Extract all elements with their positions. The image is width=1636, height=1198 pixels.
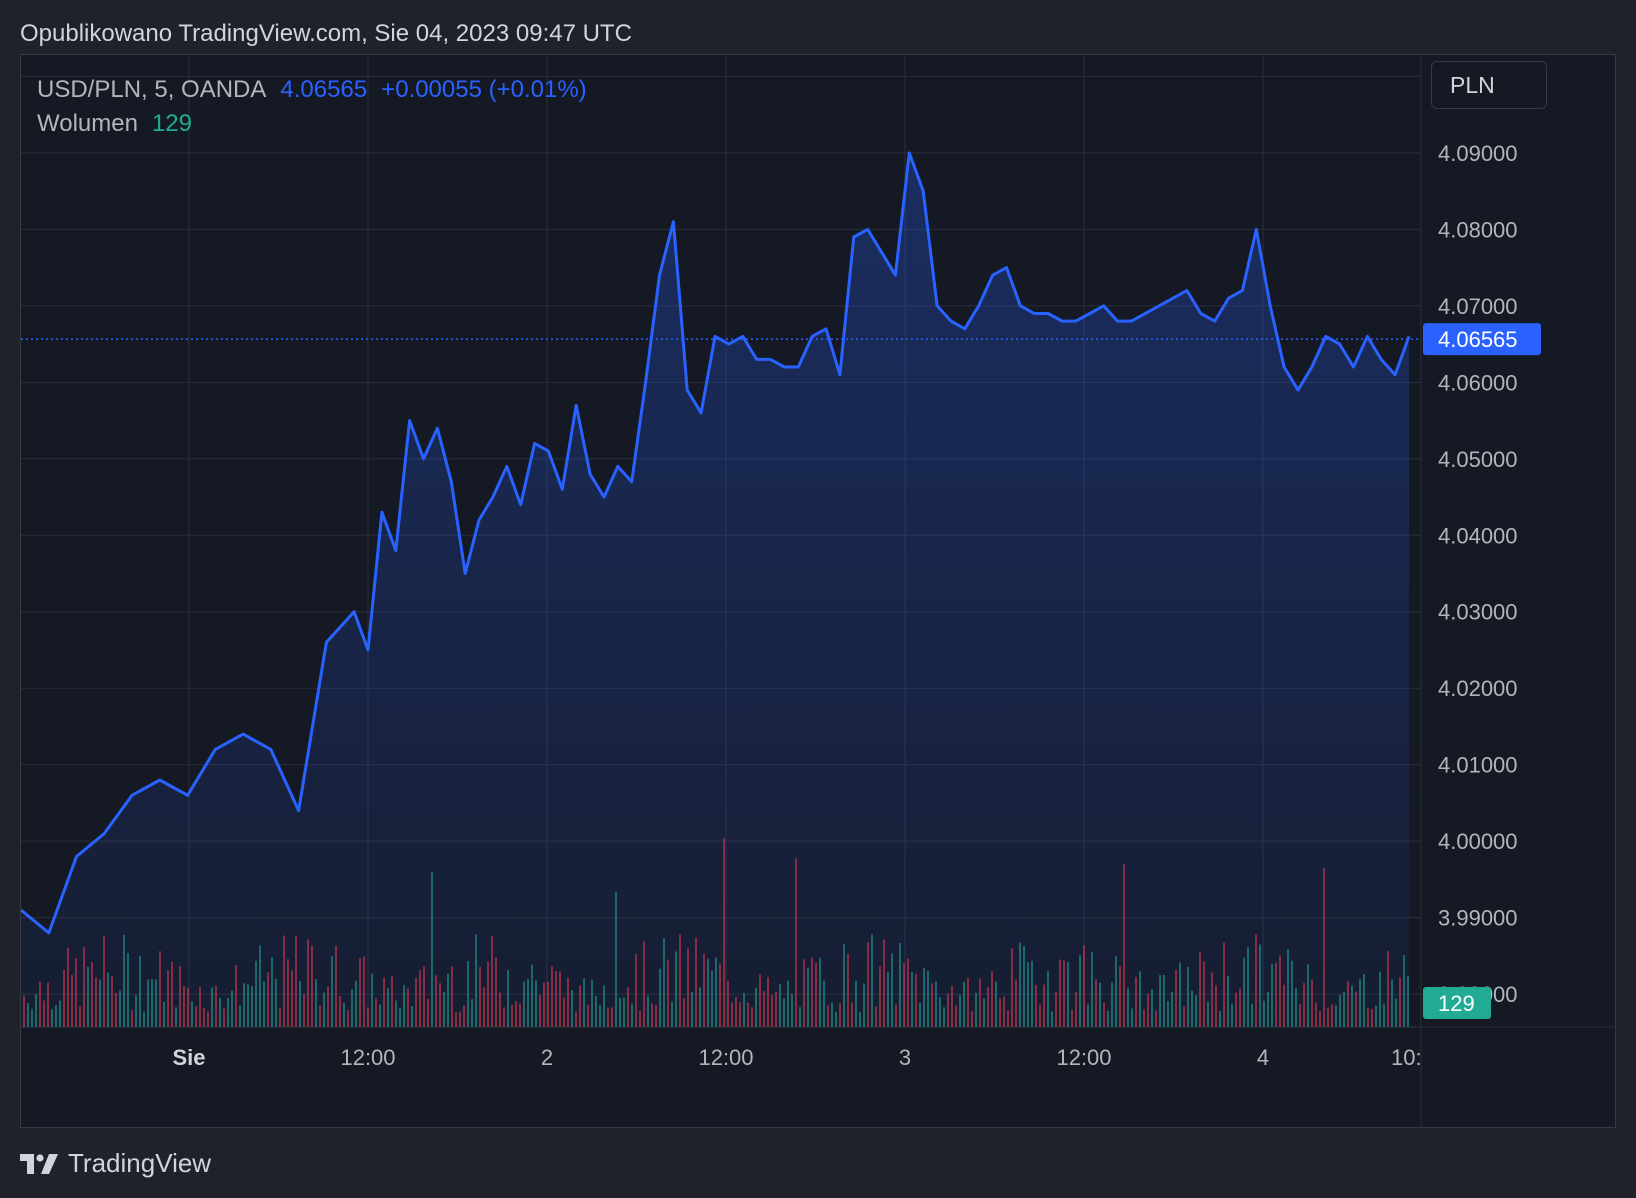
currency-button[interactable]: PLN [1431, 61, 1547, 109]
price-tick-label: 4.06000 [1438, 370, 1518, 395]
price-tick-label: 4.02000 [1438, 676, 1518, 701]
last-volume-badge-label: 129 [1438, 991, 1475, 1016]
price-tick-label: 4.07000 [1438, 294, 1518, 319]
price-tick-label: 4.03000 [1438, 600, 1518, 625]
price-tick-label: 4.05000 [1438, 447, 1518, 472]
price-tick-label: 4.08000 [1438, 217, 1518, 242]
price-chart[interactable]: 4.100004.090004.080004.070004.060004.050… [21, 55, 1617, 1129]
symbol-label[interactable]: USD/PLN, 5, OANDA [37, 76, 267, 103]
last-price-badge [1423, 323, 1541, 356]
tradingview-brand: TradingView [68, 1148, 212, 1178]
chart-legend: USD/PLN, 5, OANDA 4.06565 +0.00055 (+0.0… [37, 73, 587, 141]
price-tick-label: 4.00000 [1438, 829, 1518, 854]
tradingview-logo-icon [20, 1153, 58, 1174]
time-tick-label: 12:00 [340, 1045, 395, 1070]
price-area [21, 152, 1409, 1027]
last-price-badge-label: 4.06565 [1438, 327, 1518, 352]
time-tick-label: 4 [1257, 1045, 1269, 1070]
price-tick-label: 3.99000 [1438, 906, 1518, 931]
time-tick-label: 12:00 [698, 1045, 753, 1070]
last-price-value: 4.06565 [280, 76, 368, 103]
last-volume-badge [1423, 987, 1491, 1019]
volume-value: 129 [151, 110, 192, 137]
price-line [21, 151, 1411, 935]
price-tick-label: 4.04000 [1438, 523, 1518, 548]
time-tick-label: 2 [541, 1045, 553, 1070]
price-tick-label: 4.09000 [1438, 141, 1518, 166]
tradingview-logo[interactable]: TradingView [20, 1148, 211, 1179]
price-change-value: +0.00055 (+0.01%) [381, 76, 587, 103]
time-tick-label: 10: [1391, 1045, 1422, 1070]
chart-panel[interactable]: 4.100004.090004.080004.070004.060004.050… [20, 54, 1617, 1129]
published-caption: Opublikowano TradingView.com, Sie 04, 20… [20, 20, 632, 47]
volume-label[interactable]: Wolumen [37, 110, 138, 137]
time-tick-label: Sie [172, 1045, 205, 1070]
time-tick-label: 3 [899, 1045, 911, 1070]
time-tick-label: 12:00 [1056, 1045, 1111, 1070]
price-tick-label: 4.01000 [1438, 753, 1518, 778]
